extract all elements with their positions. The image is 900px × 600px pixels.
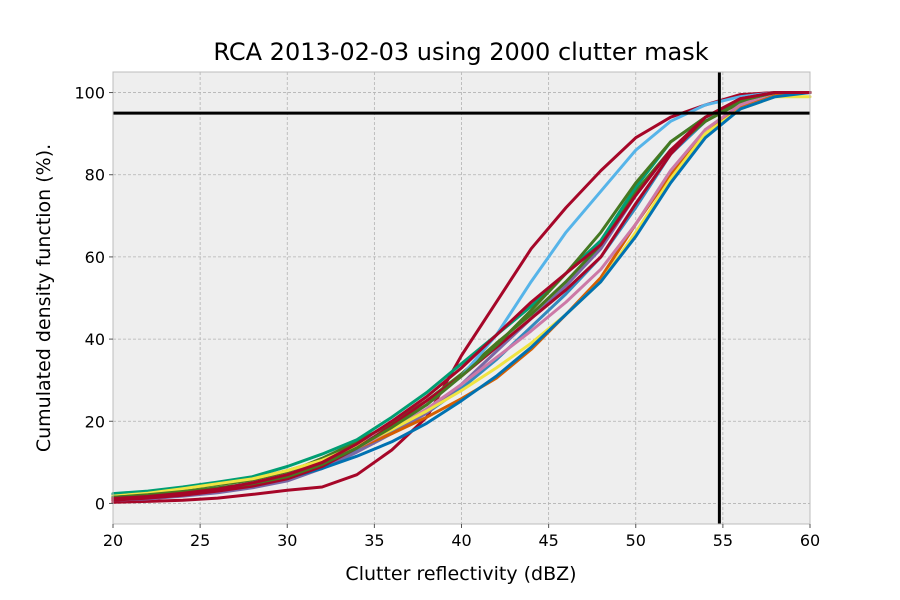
x-tick-label: 50 — [626, 531, 646, 550]
x-ticks: 20 25 30 35 40 45 50 55 60 — [103, 524, 820, 550]
x-tick-label: 25 — [190, 531, 210, 550]
y-tick-label: 80 — [85, 166, 105, 185]
x-tick-label: 30 — [277, 531, 297, 550]
x-tick-label: 45 — [538, 531, 558, 550]
cdf-series-line — [111, 91, 812, 500]
x-tick-label: 60 — [800, 531, 820, 550]
y-tick-label: 0 — [95, 494, 105, 513]
y-tick-label: 20 — [85, 412, 105, 431]
y-tick-label: 100 — [74, 84, 105, 103]
cdf-series-line — [111, 95, 812, 498]
x-tick-label: 35 — [364, 531, 384, 550]
y-tick-label: 40 — [85, 330, 105, 349]
x-tick-label: 20 — [103, 531, 123, 550]
x-axis-label: Clutter reflectivity (dBZ) — [345, 563, 576, 585]
reference-lines — [113, 72, 810, 524]
x-tick-label: 55 — [713, 531, 733, 550]
y-axis-label: Cumulated density function (%). — [33, 144, 55, 452]
x-tick-label: 40 — [451, 531, 471, 550]
y-ticks: 0 20 40 60 80 100 — [74, 84, 113, 513]
series-layer — [111, 91, 812, 504]
chart-title: RCA 2013-02-03 using 2000 clutter mask — [213, 38, 708, 66]
y-tick-label: 60 — [85, 248, 105, 267]
